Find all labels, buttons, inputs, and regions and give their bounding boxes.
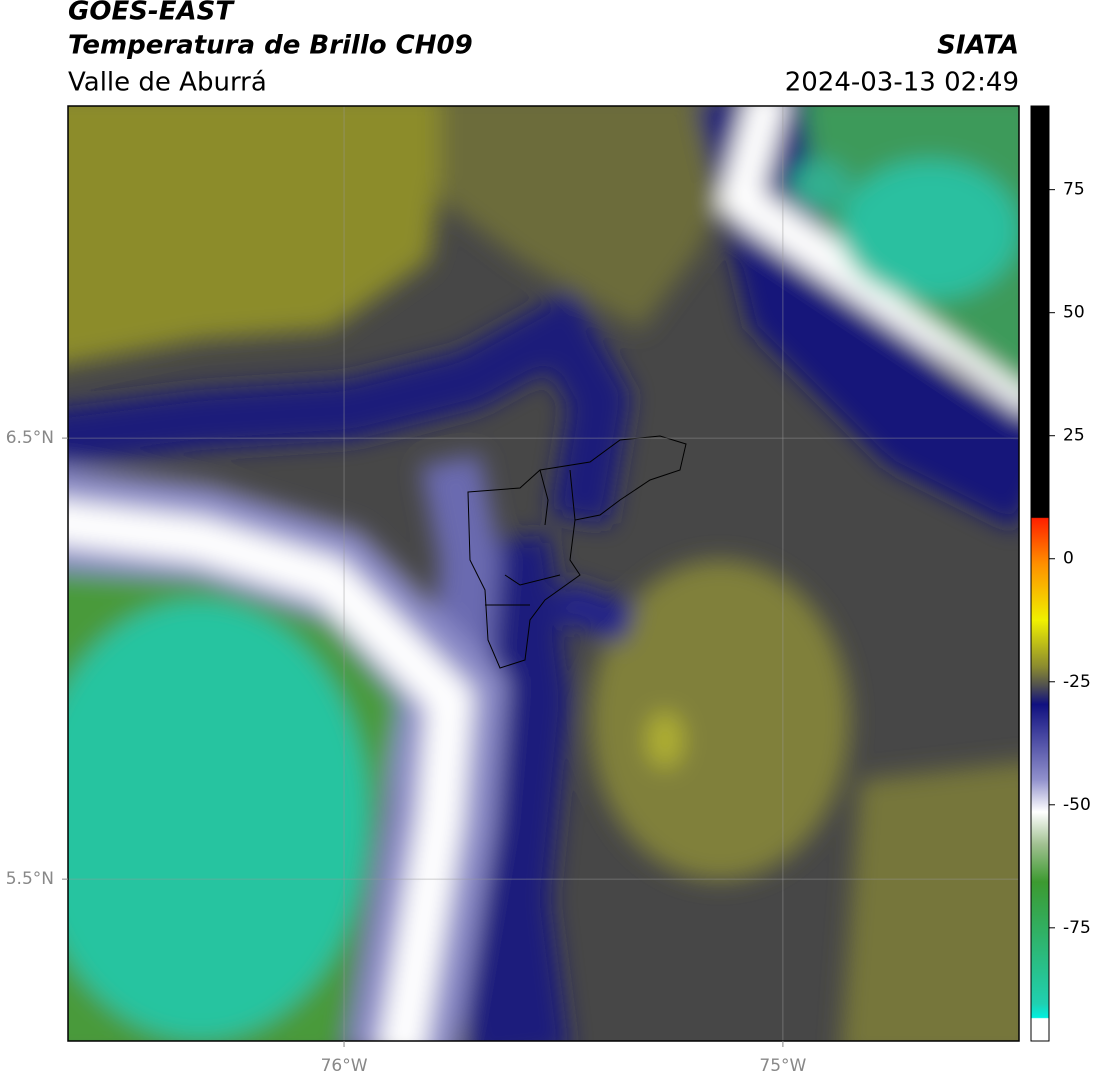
x-tick-label: 75°W bbox=[759, 1056, 806, 1076]
colorbar-tick-label: -25 bbox=[1063, 672, 1091, 692]
y-tick-label: 5.5°N bbox=[6, 869, 54, 889]
colorbar-tick-label: -75 bbox=[1063, 918, 1091, 938]
y-tick-label: 6.5°N bbox=[6, 428, 54, 448]
municipality-borders bbox=[485, 469, 576, 606]
subtitle: Temperatura de Brillo CH09 bbox=[68, 31, 473, 61]
x-tick-label: 76°W bbox=[321, 1056, 368, 1076]
colorbar-tick-label: 0 bbox=[1063, 549, 1074, 569]
source: SIATA bbox=[937, 31, 1019, 61]
colorbar-tick-label: -50 bbox=[1063, 795, 1091, 815]
colorbar-tick-label: 50 bbox=[1063, 303, 1085, 323]
colorbar-tick-label: 75 bbox=[1063, 180, 1085, 200]
valley-outline bbox=[467, 435, 687, 669]
colorbar-tick-label: 25 bbox=[1063, 426, 1085, 446]
title: GOES-EAST bbox=[68, 0, 235, 27]
map-frame bbox=[67, 105, 1020, 1042]
region: Valle de Aburrá bbox=[68, 68, 267, 98]
datetime: 2024-03-13 02:49 bbox=[785, 68, 1019, 98]
colorbar bbox=[1030, 105, 1050, 1042]
satellite-image bbox=[68, 106, 1019, 1041]
